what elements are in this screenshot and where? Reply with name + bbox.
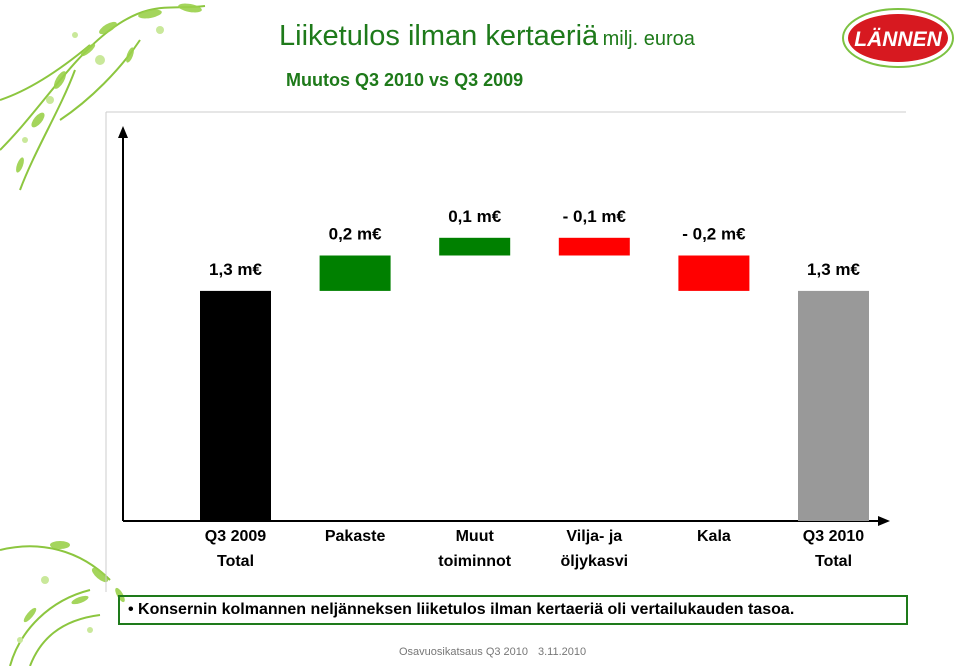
y-axis-arrow: [118, 126, 128, 138]
data-label-3: - 0,1 m€: [563, 207, 627, 226]
category-label-0-1: Total: [217, 553, 254, 570]
data-label-5: 1,3 m€: [807, 260, 860, 279]
svg-text:LÄNNEN: LÄNNEN: [854, 28, 942, 51]
category-label-3-0: Vilja- ja: [566, 528, 622, 545]
bar-5: [798, 290, 869, 521]
category-label-5-0: Q3 2010: [803, 528, 864, 545]
data-label-1: 0,2 m€: [329, 225, 382, 244]
bar-2: [439, 237, 511, 256]
category-label-4-0: Kala: [697, 528, 731, 545]
footer-title: Osavuosikatsaus Q3 2010: [399, 646, 529, 658]
subtitle: Muutos Q3 2010 vs Q3 2009: [286, 70, 524, 90]
page-title: Liiketulos ilman kertaeriä milj. euroa: [279, 20, 695, 53]
title-text: Liiketulos ilman kertaeriä: [279, 20, 599, 52]
bar-0: [200, 290, 271, 521]
summary-text: • Konsernin kolmannen neljänneksen liike…: [128, 601, 795, 618]
summary-box: • Konsernin kolmannen neljänneksen liike…: [118, 595, 908, 625]
category-label-0-0: Q3 2009: [205, 528, 266, 545]
bar-3: [558, 237, 630, 256]
category-label-2-0: Muut: [456, 528, 495, 545]
title-unit: milj. euroa: [602, 28, 695, 50]
lannen-logo: LÄNNEN: [842, 8, 954, 68]
data-label-4: - 0,2 m€: [682, 225, 746, 244]
bar-1: [319, 255, 391, 291]
category-label-5-1: Total: [815, 553, 852, 570]
category-label-2-1: toiminnot: [438, 553, 512, 570]
footer-date: 3.11.2010: [538, 646, 587, 658]
category-label-1-0: Pakaste: [325, 528, 386, 545]
decorative-vine-bottom-left: [0, 541, 125, 666]
decorative-vine-top-left: [0, 3, 206, 191]
bar-4: [678, 255, 750, 291]
data-label-0: 1,3 m€: [209, 260, 262, 279]
category-label-3-1: öljykasvi: [560, 553, 628, 570]
data-label-2: 0,1 m€: [448, 207, 501, 226]
x-axis-arrow: [878, 516, 890, 526]
